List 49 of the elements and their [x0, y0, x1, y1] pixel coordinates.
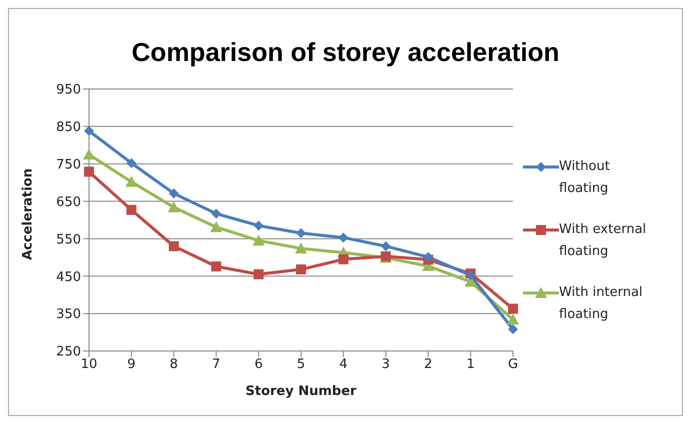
y-tick-label: 450: [56, 270, 81, 285]
y-tick-label: 950: [56, 82, 81, 98]
x-tick-label: 9: [127, 357, 136, 372]
x-tick-label: G: [508, 357, 518, 372]
point: [168, 241, 179, 252]
point: [338, 232, 348, 243]
x-tick-label: 3: [382, 357, 390, 372]
point: [83, 148, 95, 160]
x-tick-label: 7: [212, 357, 220, 372]
point: [126, 158, 136, 168]
y-tick-label: 850: [56, 120, 81, 136]
point: [507, 314, 519, 325]
legend-label: Without floating: [559, 158, 611, 198]
point: [296, 228, 306, 238]
y-tick-label: 750: [56, 157, 81, 172]
x-tick-label: 8: [170, 357, 178, 372]
point: [508, 324, 518, 334]
y-tick-label: 650: [56, 194, 81, 210]
point: [211, 208, 222, 219]
x-tick-label: 2: [424, 357, 432, 372]
x-tick-label: 1: [466, 357, 475, 372]
point: [296, 264, 306, 274]
chart-title: Comparison of storey acceleration: [130, 37, 560, 69]
legend-label: With internal floating: [559, 284, 644, 324]
x-tick-label: 6: [254, 357, 263, 372]
point: [125, 176, 138, 187]
point: [126, 204, 136, 215]
point: [254, 269, 264, 280]
x-axis-title: Storey Number: [246, 384, 358, 399]
point: [295, 242, 307, 254]
point: [168, 188, 179, 198]
point: [508, 304, 518, 314]
point: [254, 220, 264, 231]
x-tick-label: 5: [296, 357, 306, 372]
point: [338, 254, 348, 264]
legend-label: With external floating: [559, 220, 648, 260]
x-tick-label: 10: [80, 357, 98, 372]
y-tick-label: 250: [56, 344, 81, 360]
point: [210, 221, 222, 232]
y-axis-title: Acceleration: [20, 168, 36, 260]
point: [211, 261, 222, 272]
point: [380, 241, 391, 252]
point: [252, 234, 265, 246]
y-tick-label: 550: [56, 232, 81, 248]
point: [84, 166, 94, 177]
y-tick-label: 350: [56, 307, 81, 322]
x-tick-label: 4: [339, 357, 348, 372]
point: [168, 201, 180, 212]
point: [423, 252, 434, 262]
